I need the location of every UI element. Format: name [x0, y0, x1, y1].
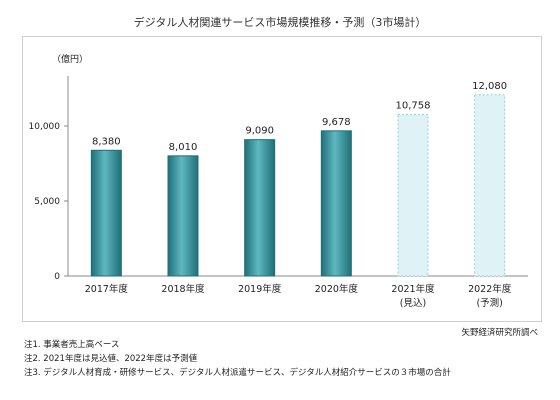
x-tick-label: 2019年度: [238, 283, 282, 295]
x-tick-label: (見込): [400, 298, 426, 309]
x-axis: 2017年度 2018年度 2019年度 2020年度 2021年度 (見込) 2022年度…: [68, 275, 528, 309]
bar: [320, 130, 352, 277]
x-tick-label: (予測): [476, 297, 502, 309]
y-axis: 0 5,000 10,000: [29, 76, 69, 282]
x-tick-label: 2022年度: [468, 283, 512, 295]
source-note: 矢野経済研究所調べ: [461, 328, 538, 338]
data-label: 8,010: [169, 142, 198, 153]
footnote-3: 注3. デジタル人材育成・研修サービス、デジタル人材派遣サービス、デジタル人材紹…: [24, 368, 451, 378]
bars: 8,380 8,010 9,090 9,678 10,758 12,080: [90, 81, 507, 277]
y-tick-label: 10,000: [29, 122, 61, 132]
data-label: 10,758: [396, 101, 431, 112]
data-label: 9,090: [245, 126, 274, 137]
bar: [244, 139, 276, 277]
x-tick-label: 2017年度: [85, 283, 129, 295]
footnotes: 注1. 事業者売上高ベース 注2. 2021年度は見込値、2022年度は予測値 …: [24, 338, 451, 380]
footnote-2: 注2. 2021年度は見込値、2022年度は予測値: [24, 354, 198, 364]
bar: [397, 114, 429, 277]
bar: [474, 94, 506, 277]
x-tick-label: 2021年度: [391, 283, 435, 295]
x-tick-label: 2020年度: [315, 283, 359, 295]
y-tick-label: 5,000: [34, 197, 60, 207]
y-tick-label: 0: [54, 272, 60, 282]
bar: [167, 155, 199, 277]
x-tick-label: 2018年度: [161, 283, 205, 295]
y-axis-unit-label: （億円）: [52, 53, 88, 65]
bar: [90, 149, 122, 277]
data-label: 8,380: [92, 136, 121, 147]
chart-title: デジタル人材関連サービス市場規模推移・予測（3市場計）: [133, 16, 427, 29]
footnote-1: 注1. 事業者売上高ベース: [24, 340, 120, 350]
data-label: 12,080: [472, 81, 507, 92]
chart-panel: [22, 36, 542, 322]
data-label: 9,678: [322, 117, 351, 128]
